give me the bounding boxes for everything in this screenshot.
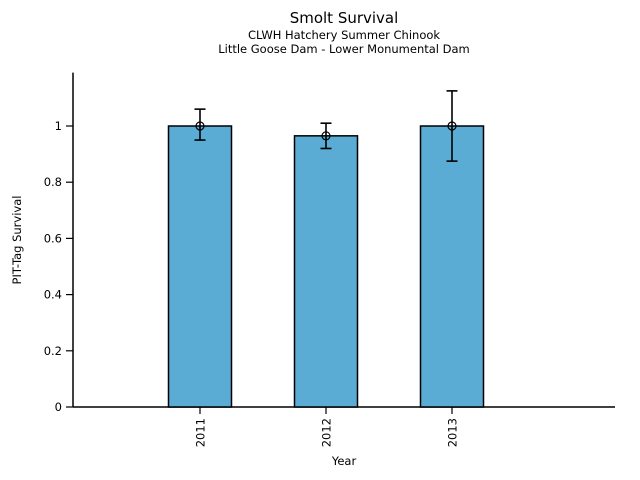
x-tick-label-2011: 2011: [194, 418, 208, 447]
chart-subtitle-line1: CLWH Hatchery Summer Chinook: [247, 28, 441, 42]
y-tick-label: 0.6: [44, 231, 62, 245]
x-tick-label-2013: 2013: [446, 418, 460, 447]
y-tick-label: 0: [55, 400, 62, 414]
y-axis-label: PIT-Tag Survival: [10, 195, 24, 285]
chart-header: Smolt Survival CLWH Hatchery Summer Chin…: [73, 9, 615, 56]
bar-2011: [167, 125, 233, 408]
x-axis-label: Year: [331, 454, 357, 468]
bar-2012: [293, 135, 359, 408]
point-marker-2011: [195, 121, 205, 131]
chart-title: Smolt Survival: [289, 9, 399, 27]
y-tick-label: 0.8: [44, 175, 62, 189]
chart-subtitle-line2: Little Goose Dam - Lower Monumental Dam: [218, 42, 470, 56]
x-tick-label-2012: 2012: [320, 418, 334, 447]
y-tick-label: 0.4: [44, 288, 62, 302]
point-marker-2012: [321, 131, 331, 141]
y-tick-label: 1: [55, 119, 62, 133]
y-tick-label: 0.2: [44, 344, 62, 358]
point-marker-2013: [447, 121, 457, 131]
bar-2013: [419, 125, 485, 408]
